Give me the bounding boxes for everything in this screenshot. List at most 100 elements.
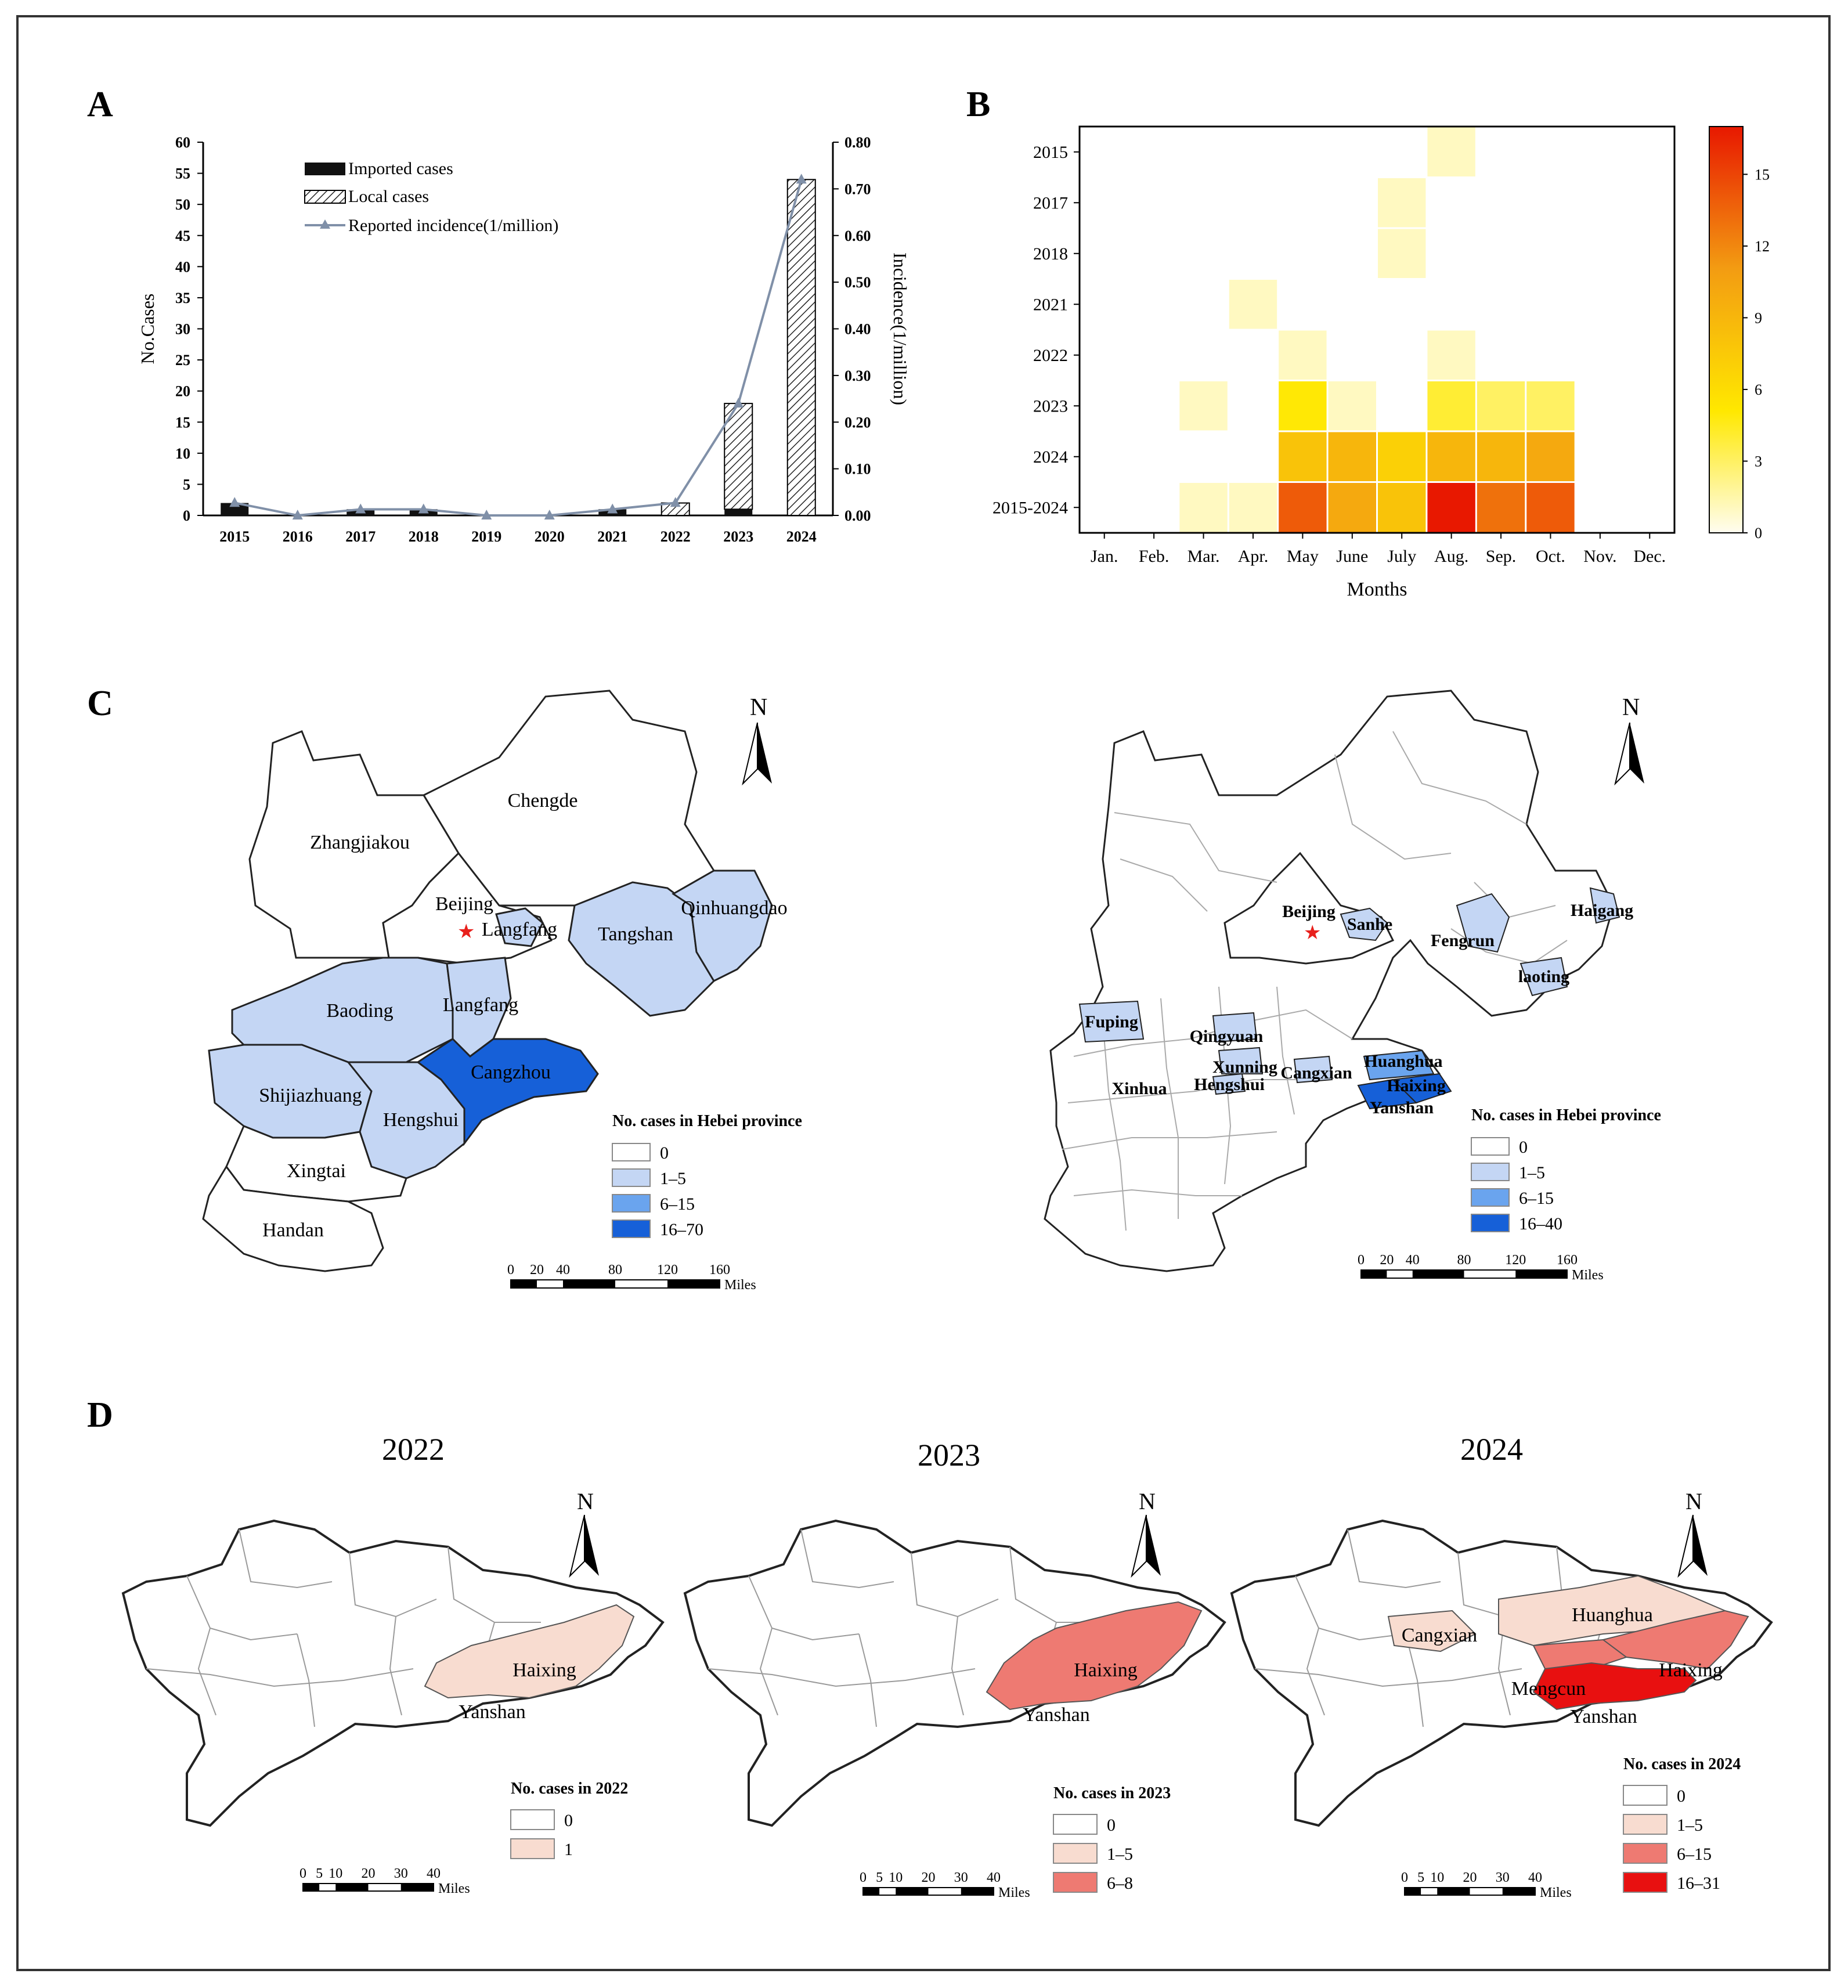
region-label: Baoding <box>326 1000 393 1022</box>
x-tick-label: 2024 <box>786 528 817 545</box>
legend-label: 16–70 <box>660 1220 703 1239</box>
legend-label: 16–31 <box>1677 1874 1720 1893</box>
county-boundary <box>951 1616 964 1716</box>
heat-cell <box>1229 483 1277 532</box>
heat-cell <box>1427 432 1475 481</box>
region-label: Fengrun <box>1431 931 1495 950</box>
legend-swatch-imported <box>305 163 345 175</box>
map-c-left: ★ N <box>202 690 773 1272</box>
x-tick-label: Jan. <box>1091 547 1118 566</box>
scalebar-seg <box>1515 1270 1567 1278</box>
y-tick-label: 5 <box>183 476 190 493</box>
y-tick-label: 25 <box>175 352 190 369</box>
north-arrow-left <box>1677 1514 1694 1578</box>
region-label: Xingtai <box>287 1160 346 1182</box>
scalebar-seg <box>335 1884 369 1891</box>
region-label: Handan <box>262 1220 324 1241</box>
heat-cell <box>1279 432 1327 481</box>
region-haixing <box>1601 1610 1749 1670</box>
y2-tick-label: 0.20 <box>844 414 871 431</box>
panel-d-legend: No. cases in 2022 0 1 <box>510 1780 628 1859</box>
y-tick-label: 2021 <box>1033 295 1068 314</box>
y2-tick-label: 0.70 <box>844 181 871 197</box>
x-axis-label: Months <box>1347 579 1407 600</box>
x-tick-label: 2015 <box>219 528 250 545</box>
incidence-point <box>229 497 240 507</box>
scalebar-tick: 160 <box>709 1262 730 1278</box>
region-label: Xinhua <box>1111 1079 1167 1098</box>
legend-label: 0 <box>564 1811 573 1830</box>
scalebar-seg <box>1502 1888 1535 1895</box>
figure-frame <box>16 15 1831 1971</box>
legend-label: 1–5 <box>1677 1816 1703 1835</box>
heat-cell <box>1427 127 1475 176</box>
legend-swatch <box>612 1220 651 1238</box>
region-label: Cangxian <box>1402 1625 1477 1646</box>
scalebar-tick: 0 <box>1358 1253 1365 1268</box>
region-qingyuan <box>1212 1012 1258 1043</box>
north-arrow-right <box>1693 1515 1708 1576</box>
colorbar <box>1709 126 1744 533</box>
legend-label: 1–5 <box>1107 1845 1133 1864</box>
legend-title: No. cases in 2022 <box>511 1780 628 1798</box>
y-axis-label: No.Cases <box>137 294 158 365</box>
incidence-point <box>733 398 744 408</box>
region-xunning <box>1218 1047 1264 1074</box>
region-label: Tangshan <box>598 923 673 945</box>
y-tick-label: 20 <box>175 383 190 400</box>
scalebar-tick: 0 <box>860 1870 867 1885</box>
bar-local <box>724 403 753 510</box>
scalebar-tick: 40 <box>556 1262 570 1278</box>
region-label: Beijing <box>1282 902 1336 921</box>
scalebar-unit: Miles <box>1540 1885 1572 1900</box>
scalebar-seg <box>863 1888 880 1895</box>
y-tick-label: 35 <box>175 290 190 306</box>
incidence-point <box>418 503 429 514</box>
panel-d-legend: No. cases in 2024 0 1–5 6–15 16–31 <box>1623 1755 1741 1893</box>
y-tick-label: 30 <box>175 321 190 338</box>
y-tick-label: 2018 <box>1033 244 1068 264</box>
heat-cell <box>1477 483 1525 532</box>
y2-axis-label: Incidence(1/million) <box>890 252 911 405</box>
scalebar-tick: 80 <box>1457 1253 1471 1268</box>
x-tick-label: 2018 <box>409 528 439 545</box>
heat-cell <box>1427 330 1475 380</box>
region-label: Chengde <box>508 790 578 811</box>
region-label: Yanshan <box>1023 1704 1090 1726</box>
county-boundary <box>858 1633 877 1727</box>
scalebar-tick: 160 <box>1557 1253 1578 1268</box>
scalebar-tick: 120 <box>657 1262 678 1278</box>
x-tick-label: 2016 <box>283 528 313 545</box>
incidence-point <box>670 497 681 507</box>
region-laoting <box>1519 957 1568 997</box>
legend-label: Reported incidence(1/million) <box>348 216 558 235</box>
heat-cell <box>1328 483 1376 532</box>
x-tick-label: 2020 <box>535 528 565 545</box>
colorbar-tick-label: 12 <box>1755 238 1770 255</box>
scalebar-tick: 40 <box>1406 1253 1420 1268</box>
heat-cell <box>1179 483 1228 532</box>
heatmap-frame <box>1078 125 1676 534</box>
scalebar-tick: 5 <box>876 1870 883 1885</box>
region-label: Yanshan <box>459 1701 526 1723</box>
region-label: Shijiazhuang <box>259 1085 362 1106</box>
region-label: Haixing <box>1659 1659 1723 1681</box>
county-boundary <box>1295 1575 1406 1641</box>
scalebar-tick: 0 <box>1401 1870 1408 1885</box>
county-boundary <box>1347 1529 1441 1589</box>
region-label: Cangxian <box>1280 1063 1352 1083</box>
scalebar-tick: 120 <box>1505 1253 1526 1268</box>
heat-cell <box>1229 280 1277 329</box>
legend-c-left: No. cases in Hebei province 0 1–5 6–15 16–70 <box>612 1112 802 1239</box>
north-label: N <box>1685 1488 1702 1514</box>
region-label: Hengshui <box>1194 1075 1265 1094</box>
scalebar-tick: 0 <box>299 1866 306 1881</box>
county-boundary <box>1405 1633 1424 1727</box>
county-boundary <box>759 1628 778 1716</box>
north-label: N <box>1139 1488 1156 1514</box>
county-boundary <box>447 1546 541 1623</box>
legend-swatch <box>1623 1843 1667 1864</box>
scalebar-unit: Miles <box>438 1881 470 1896</box>
legend-swatch <box>612 1143 651 1161</box>
y-tick-label: 0 <box>183 507 190 524</box>
